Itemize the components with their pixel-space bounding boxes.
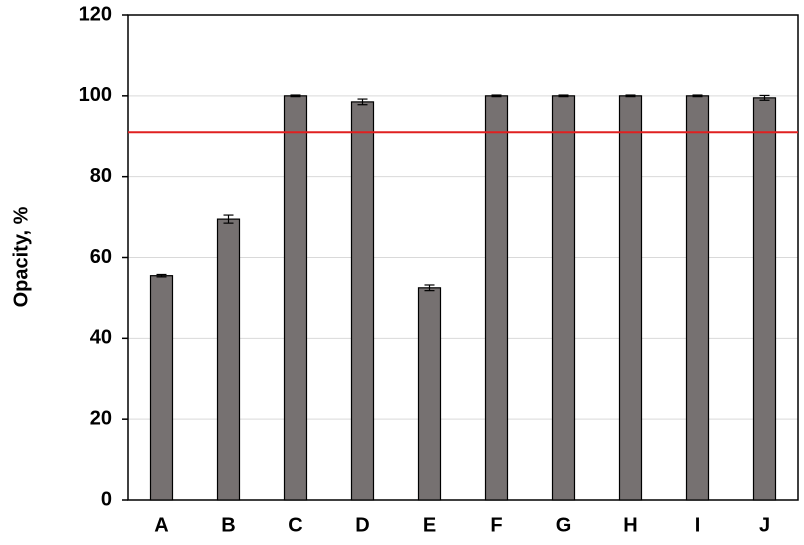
x-tick-label: B [221,514,235,536]
bar [350,101,375,501]
error-bar [692,94,703,98]
bar [417,287,442,501]
y-tick-label: 80 [90,165,112,187]
error-bar [357,98,368,106]
error-bar [491,94,502,98]
y-tick-label: 0 [101,488,112,510]
y-tick-label: 60 [90,246,112,268]
x-tick-label: A [154,514,168,536]
x-tick-label: E [423,514,436,536]
x-tick-label: J [759,514,770,536]
bar [283,95,308,501]
error-bar [290,94,301,98]
y-tick-label: 40 [90,327,112,349]
error-bar [424,284,435,292]
x-tick-label: F [490,514,502,536]
y-tick-label: 20 [90,407,112,429]
x-tick-label: D [355,514,369,536]
error-bar [156,273,167,278]
error-bar [223,214,234,224]
bar [685,95,710,501]
y-tick-label: 120 [79,3,112,25]
plot-frame [127,14,799,501]
bar [551,95,576,501]
x-tick-label: C [288,514,302,536]
x-tick-label: I [695,514,701,536]
error-bar [759,94,770,101]
bar [216,218,241,501]
error-bar [625,94,636,98]
y-axis-label: Opacity, % [10,206,32,307]
y-tick-label: 100 [79,84,112,106]
bar [752,97,777,501]
bar [484,95,509,501]
error-bar [558,94,569,98]
bar [618,95,643,501]
x-tick-label: G [556,514,572,536]
bar [149,275,174,501]
x-tick-label: H [623,514,637,536]
